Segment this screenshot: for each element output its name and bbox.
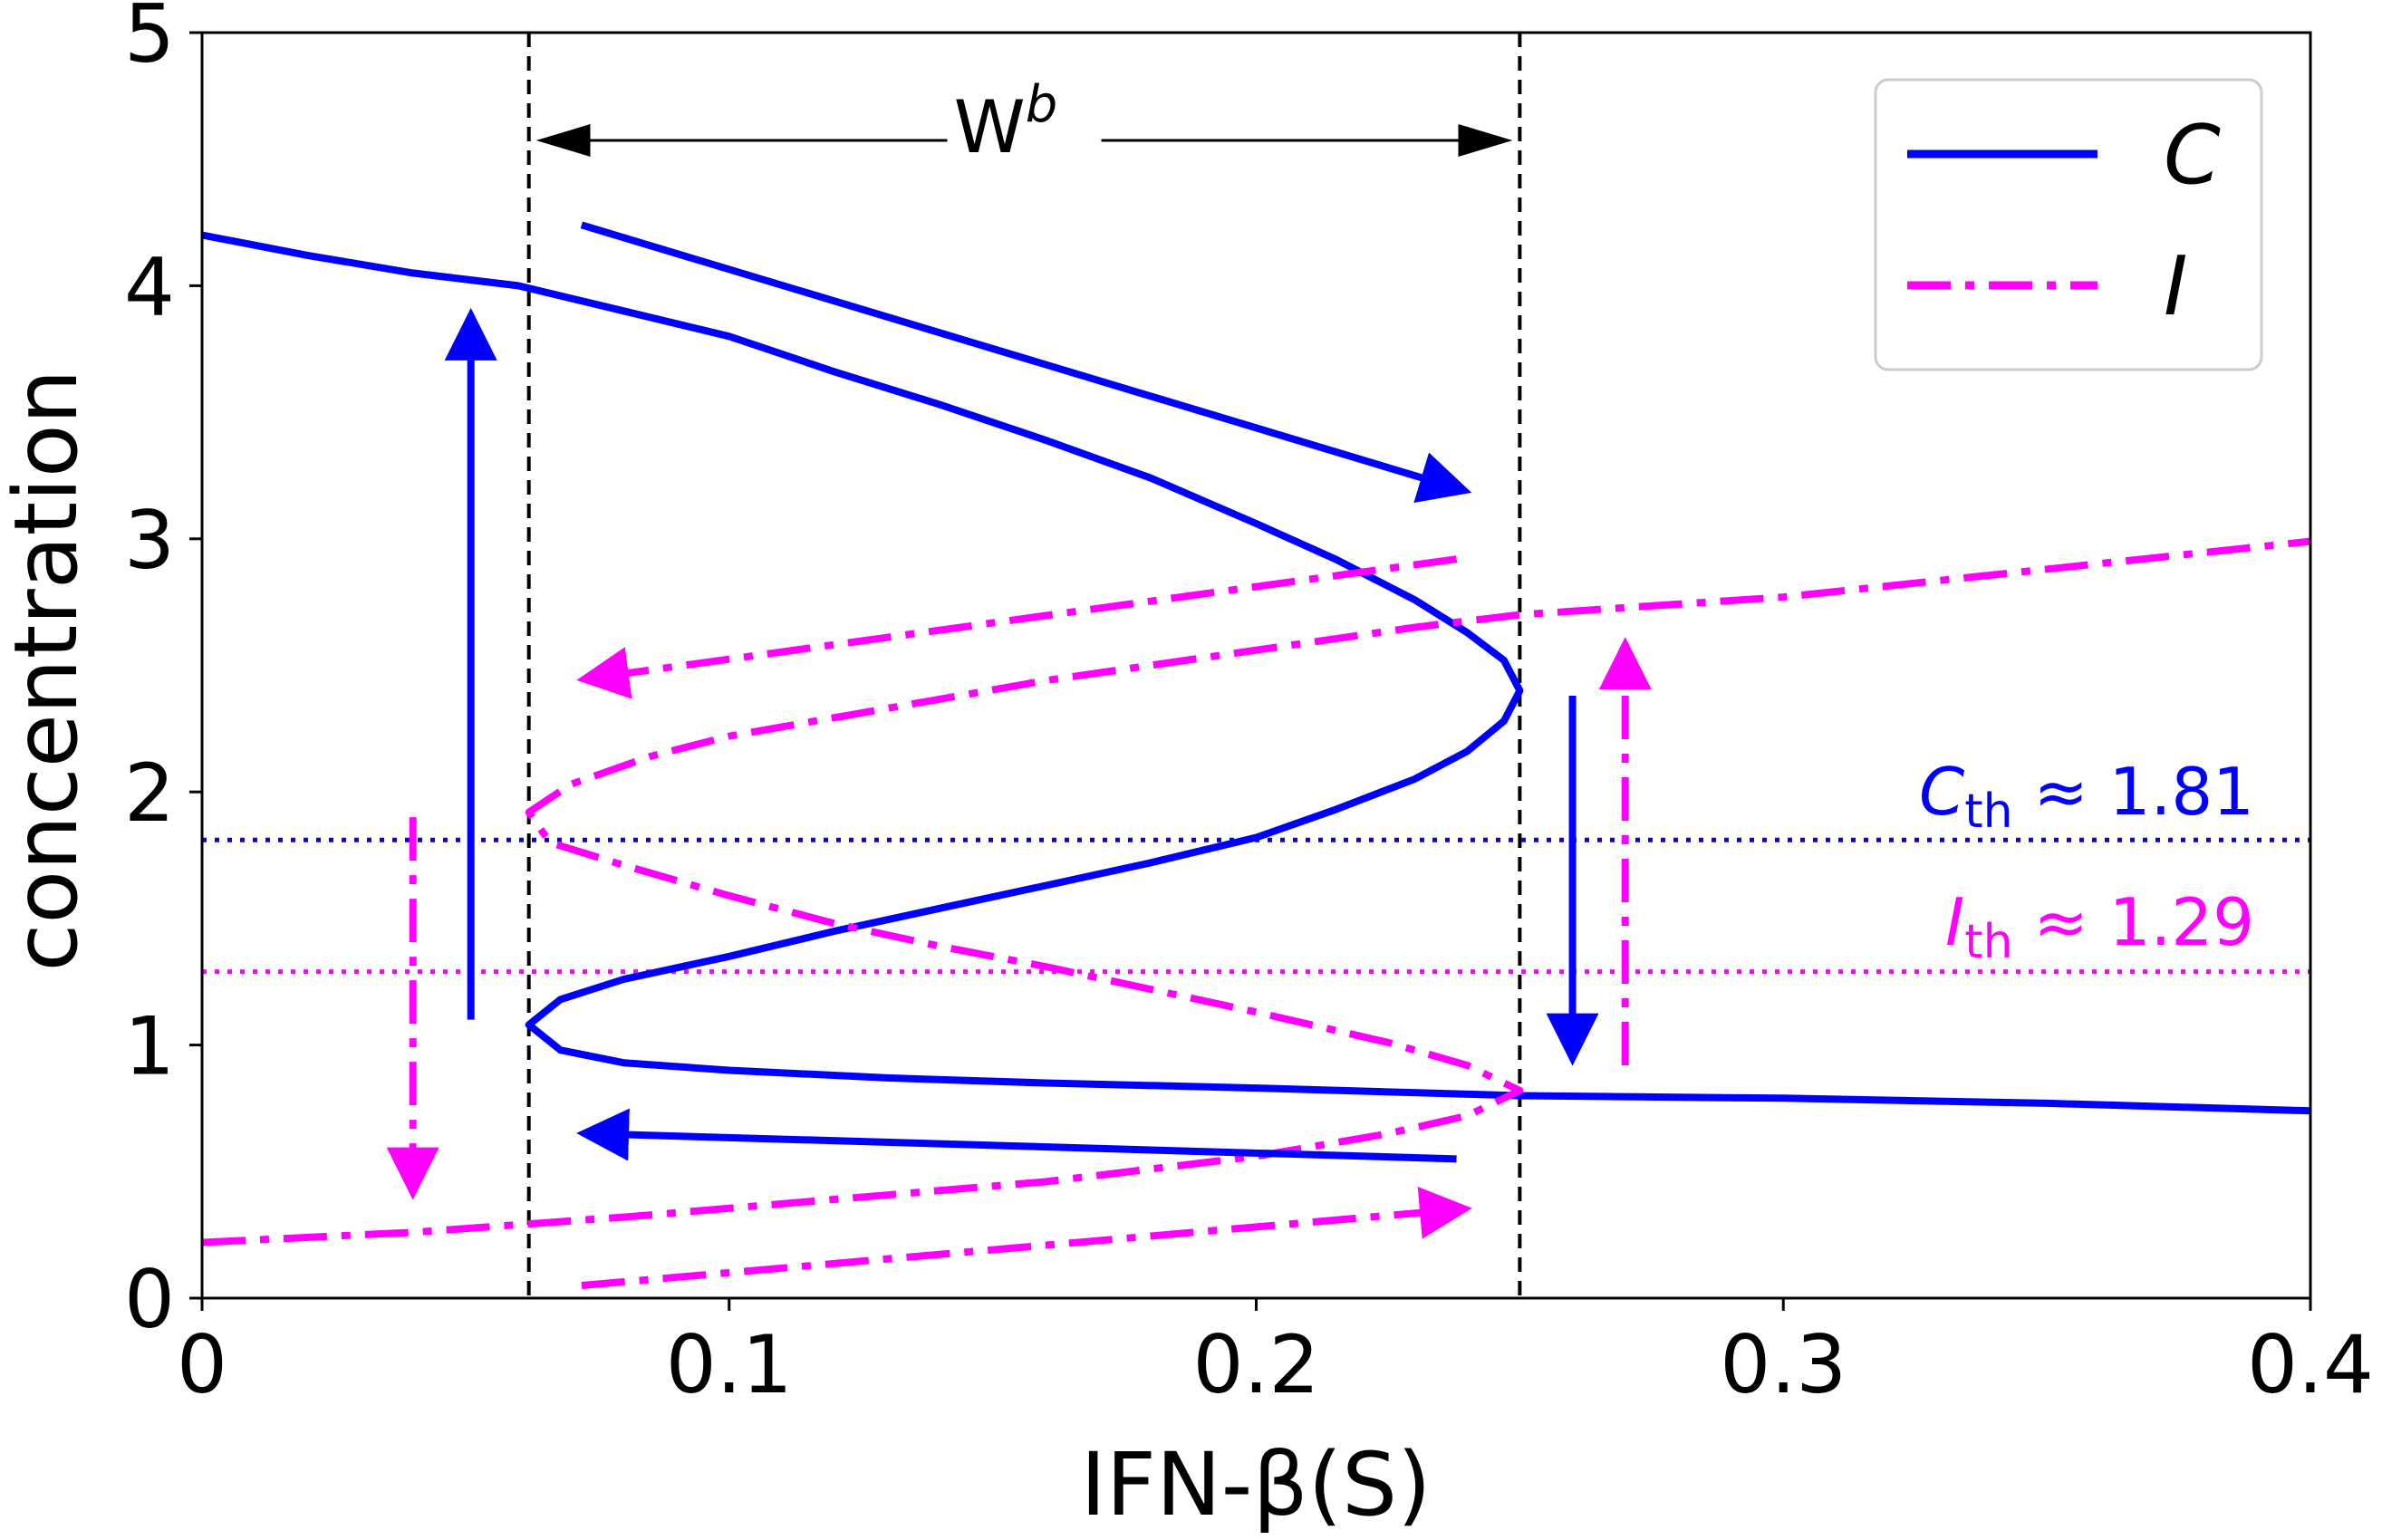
legend-label-c: C [2164, 108, 2221, 203]
legend-label-i: I [2164, 239, 2188, 334]
y-axis-title: concentration [0, 370, 97, 972]
series-i-line [201, 537, 2311, 1246]
x-tick-label: 0.2 [1193, 1318, 1320, 1411]
x-tick-label: 0.3 [1720, 1318, 1847, 1411]
window-label: Wb [954, 75, 1058, 169]
annotation-arrow-c [576, 1108, 1457, 1163]
y-tick-label: 1 [124, 1000, 175, 1093]
y-tick-label: 3 [124, 494, 175, 587]
ticks-layer: 0 0.1 0.2 0.3 0.4 0 1 2 3 4 5 [124, 0, 2374, 1411]
x-axis-title: IFN-β(S) [1080, 1434, 1431, 1535]
y-tick-label: 4 [124, 240, 175, 333]
i-threshold-label: Ith ≈ 1.29 [1945, 884, 2254, 969]
x-tick-label: 0 [177, 1318, 227, 1411]
annotation-arrow-i [581, 1186, 1472, 1290]
annotation-arrows-layer [386, 221, 1652, 1290]
x-tick-label: 0.4 [2247, 1318, 2374, 1411]
y-tick-label: 2 [124, 746, 175, 840]
series-layer [201, 231, 2311, 1246]
x-tick-label: 0.1 [666, 1318, 793, 1411]
annotation-arrow-c [580, 221, 1472, 503]
legend: C I [1874, 78, 2263, 371]
y-tick-label: 0 [124, 1253, 175, 1346]
annotation-arrow-i [576, 555, 1458, 699]
c-threshold-label: Cth ≈ 1.81 [1919, 754, 2254, 839]
y-tick-label: 5 [124, 0, 175, 81]
series-c-line [201, 231, 2311, 1115]
